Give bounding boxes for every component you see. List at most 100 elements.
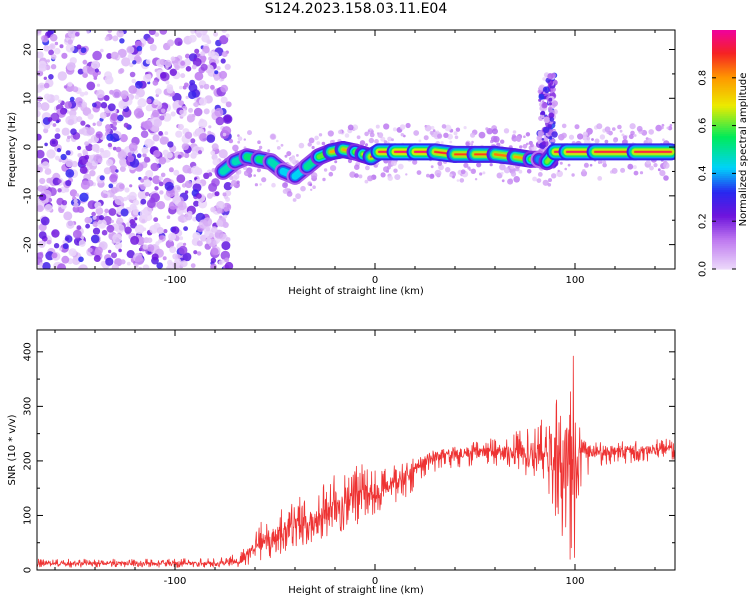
noise-speckle	[92, 50, 102, 61]
noise-speckle	[210, 247, 219, 256]
colorbar-segment	[712, 99, 736, 103]
noise-speckle	[130, 235, 140, 245]
noise-speckle	[210, 257, 217, 263]
colorbar-segment	[712, 137, 736, 141]
halo-speckle	[430, 165, 434, 169]
noise-speckle	[220, 58, 226, 64]
halo-speckle	[413, 130, 420, 136]
noise-speckle	[216, 200, 225, 210]
halo-speckle	[515, 135, 522, 142]
spike-speckle	[543, 116, 550, 124]
noise-speckle	[203, 172, 210, 179]
noise-speckle	[86, 81, 96, 91]
noise-speckle	[225, 190, 232, 197]
spike-speckle	[541, 141, 546, 146]
noise-speckle	[144, 138, 154, 148]
halo-speckle	[594, 138, 600, 144]
noise-speckle	[202, 217, 213, 227]
halo-speckle	[468, 168, 472, 171]
noise-speckle	[91, 60, 100, 69]
halo-speckle	[380, 136, 386, 142]
noise-speckle	[60, 153, 67, 161]
noise-speckle	[159, 190, 164, 195]
halo-speckle	[229, 175, 234, 181]
noise-speckle	[67, 30, 78, 39]
colorbar-segment	[712, 181, 736, 184]
colorbar-segment	[712, 265, 736, 268]
noise-speckle	[70, 128, 77, 135]
noise-speckle	[184, 180, 193, 189]
noise-speckle	[177, 154, 182, 159]
noise-speckle	[185, 66, 192, 72]
halo-speckle	[628, 134, 634, 140]
noise-speckle	[158, 176, 164, 181]
noise-speckle	[112, 233, 122, 244]
colorbar-segment	[712, 145, 736, 149]
noise-speckle	[37, 110, 41, 118]
noise-speckle	[109, 174, 118, 183]
halo-speckle	[416, 170, 422, 176]
noise-speckle	[118, 99, 128, 110]
colorbar-segment	[712, 153, 736, 157]
halo-speckle	[276, 146, 281, 150]
halo-speckle	[383, 123, 390, 130]
noise-speckle	[163, 229, 168, 234]
halo-speckle	[440, 141, 444, 145]
halo-speckle	[383, 140, 388, 144]
noise-speckle	[44, 168, 52, 175]
noise-speckle	[57, 188, 62, 193]
halo-speckle	[471, 140, 474, 144]
noise-speckle	[44, 204, 53, 212]
noise-speckle	[193, 101, 199, 108]
noise-speckle	[37, 102, 43, 111]
colorbar-segment	[712, 255, 736, 258]
halo-speckle	[501, 179, 505, 183]
halo-speckle	[292, 198, 297, 202]
colorbar-segment	[712, 33, 736, 37]
halo-speckle	[564, 167, 567, 171]
noise-speckle	[139, 209, 149, 219]
colorbar-segment	[712, 63, 736, 67]
halo-speckle	[596, 123, 603, 130]
y-tick-label: 10	[23, 92, 34, 105]
noise-speckle	[97, 219, 107, 229]
x-tick-label: 100	[565, 275, 584, 286]
halo-speckle	[463, 162, 469, 168]
noise-speckle	[174, 258, 182, 266]
noise-speckle	[38, 231, 47, 240]
noise-speckle	[195, 178, 201, 184]
x-tick-label: -100	[164, 576, 187, 587]
noise-speckle	[187, 210, 193, 216]
noise-speckle	[225, 101, 232, 108]
noise-speckle	[110, 51, 119, 60]
colorbar-segment	[712, 35, 736, 39]
noise-speckle	[175, 130, 183, 138]
halo-speckle	[526, 169, 532, 174]
noise-speckle	[166, 215, 171, 219]
noise-speckle	[66, 62, 76, 71]
colorbar-segment	[712, 211, 736, 214]
noise-speckle	[154, 32, 160, 37]
halo-speckle	[604, 139, 609, 144]
colorbar-segment	[712, 165, 736, 169]
noise-speckle	[149, 224, 159, 234]
noise-speckle	[179, 109, 185, 115]
noise-speckle	[61, 127, 70, 136]
noise-speckle	[77, 68, 84, 75]
noise-speckle	[178, 245, 188, 255]
colorbar-segment	[712, 233, 736, 236]
colorbar-segment	[712, 167, 736, 171]
noise-speckle	[89, 170, 96, 177]
colorbar-segment	[712, 241, 736, 244]
noise-speckle	[164, 59, 172, 68]
noise-speckle	[185, 95, 189, 100]
colorbar-segment	[712, 175, 736, 178]
noise-speckle	[164, 181, 174, 191]
noise-speckle	[159, 30, 168, 35]
colorbar-segment	[712, 151, 736, 155]
colorbar-segment	[712, 133, 736, 137]
noise-speckle	[127, 52, 136, 61]
halo-speckle	[243, 170, 250, 177]
halo-speckle	[237, 140, 241, 144]
noise-speckle	[210, 206, 216, 213]
